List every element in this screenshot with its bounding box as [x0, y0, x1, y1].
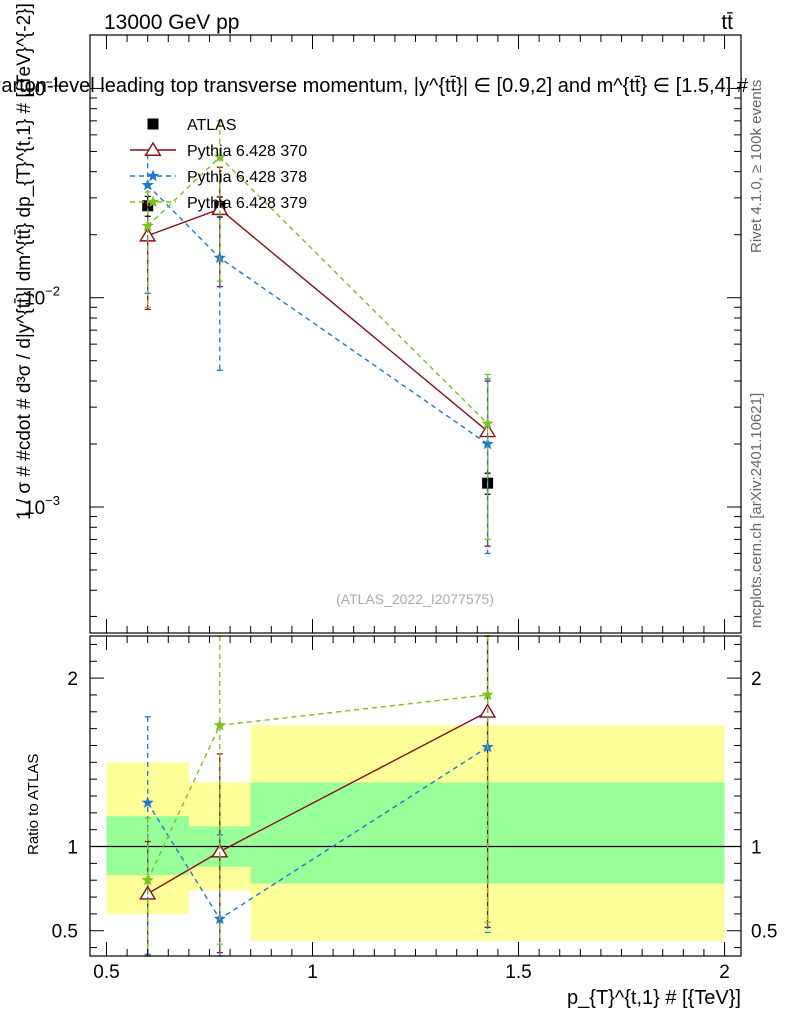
- series-atlas: [142, 195, 494, 495]
- plot-title: Parton-level leading top transverse mome…: [0, 75, 749, 97]
- ratio-series-line: [147, 694, 488, 881]
- ratio-y-tick-label-right: 1: [751, 838, 762, 859]
- data-point: [213, 150, 226, 163]
- legend-marker: [146, 195, 160, 208]
- main-y-axis-label: 1 / σ # #cdot # d³σ / d|y^{tt̄}| dm^{tt̄…: [14, 3, 35, 520]
- legend-marker: [146, 169, 160, 182]
- legend: ATLAS Pythia 6.428 370 Pythia 6.428 378 Pyt…: [130, 117, 307, 212]
- ratio-data-point: [141, 873, 154, 886]
- ratio-y-tick-label-right: 0.5: [751, 922, 777, 943]
- legend-label: Pythia 6.428 370: [187, 143, 307, 160]
- ratio-series-pythia-6-428-370: [139, 635, 497, 957]
- data-point: [141, 178, 154, 191]
- ratio-y-axis-label: Ratio to ATLAS: [25, 754, 42, 855]
- data-point: [481, 437, 494, 450]
- energy-label: 13000 GeV pp: [104, 11, 239, 34]
- ratio-y-tick-label: 0.5: [52, 922, 78, 943]
- legend-entry: Pythia 6.428 370: [130, 141, 307, 160]
- main-y-tick-label: 10−2: [24, 284, 60, 310]
- ratio-data-point: [213, 718, 226, 731]
- series-pythia-6-428-370: [139, 166, 497, 547]
- x-axis-label: p_{T}^{t,1} # [{TeV}]: [567, 987, 741, 1009]
- ratio-y-tick-label: 1: [67, 838, 78, 859]
- mcplots-label: mcplots.cern.ch [arXiv:2401.10621]: [748, 393, 765, 628]
- process-label: tt̄: [721, 11, 733, 34]
- series-pythia-6-428-379: [141, 120, 494, 541]
- series-pythia-6-428-378: [141, 153, 494, 555]
- x-tick-label: 1: [307, 962, 318, 983]
- rivet-version-label: Rivet 4.1.0, ≥ 100k events: [748, 80, 765, 253]
- ratio-y-tick-label-right: 2: [751, 669, 762, 690]
- legend-marker: [144, 141, 162, 156]
- series-line: [147, 184, 488, 445]
- x-tick-label: 1.5: [505, 962, 531, 983]
- ratio-data-point: [141, 796, 154, 808]
- x-tick-label: 2: [719, 962, 730, 983]
- ratio-panel: 0.5 0.5 1 1 2 2 0.5 1 1.5 2: [52, 635, 777, 983]
- ratio-data-point: [481, 688, 494, 701]
- main-y-tick-label: 10−3: [24, 493, 60, 519]
- legend-marker: [147, 118, 159, 130]
- legend-entry: ATLAS: [147, 117, 237, 134]
- series-line: [147, 208, 489, 432]
- main-panel: 10−3 10−2 10−1 ATLAS Pythia 6.428 370 Pythia…: [24, 34, 742, 634]
- legend-label: ATLAS: [187, 117, 237, 134]
- ratio-series-pythia-6-428-379: [141, 635, 494, 957]
- legend-entry: Pythia 6.428 378: [130, 169, 307, 186]
- legend-entry: Pythia 6.428 379: [130, 195, 307, 212]
- analysis-watermark: (ATLAS_2022_I2077575): [336, 591, 494, 607]
- legend-label: Pythia 6.428 379: [187, 195, 307, 212]
- x-tick-label: 0.5: [93, 962, 119, 983]
- ratio-y-tick-label: 2: [67, 669, 78, 690]
- data-point: [481, 417, 494, 429]
- legend-label: Pythia 6.428 378: [187, 169, 307, 186]
- data-point: [141, 219, 154, 232]
- main-y-tick-label: 10−1: [24, 74, 60, 100]
